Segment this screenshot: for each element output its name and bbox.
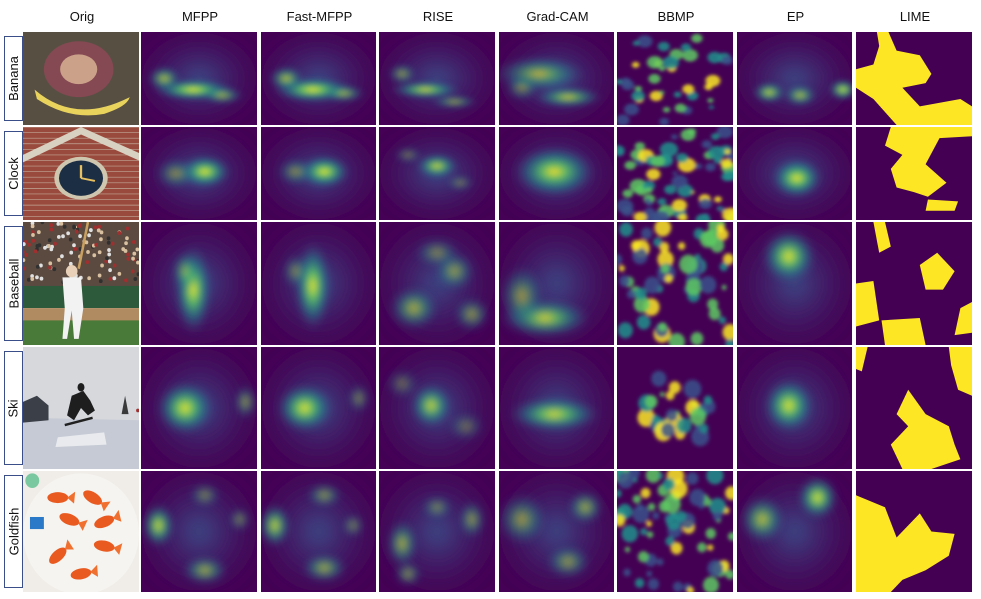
- row-label-ski: Ski: [4, 351, 23, 465]
- saliency-map-mfpp-banana: [141, 32, 257, 125]
- saliency-map-grad-cam-banana: [499, 32, 614, 125]
- original-image-banana: [23, 32, 139, 125]
- ep-heatmap: [737, 127, 852, 220]
- grad-cam-heatmap: [499, 347, 614, 469]
- mfpp-heatmap: [141, 471, 257, 592]
- lime-heatmap: [856, 347, 972, 469]
- column-header-grad-cam: Grad-CAM: [526, 9, 589, 24]
- row-label-clock: Clock: [4, 131, 23, 216]
- banana-photo: [23, 32, 139, 125]
- saliency-map-fast-mfpp-clock: [261, 127, 376, 220]
- lime-heatmap: [856, 471, 972, 592]
- clock-tower-photo: [23, 127, 139, 220]
- saliency-map-ep-clock: [737, 127, 852, 220]
- rise-heatmap: [379, 32, 495, 125]
- column-header-rise: RISE: [422, 9, 454, 24]
- column-header-bbmp: BBMP: [657, 9, 695, 24]
- saliency-map-mfpp-goldfish: [141, 471, 257, 592]
- saliency-map-ep-ski: [737, 347, 852, 469]
- column-header-fast-mfpp: Fast-MFPP: [286, 9, 353, 24]
- saliency-map-fast-mfpp-banana: [261, 32, 376, 125]
- saliency-map-lime-ski: [856, 347, 972, 469]
- column-header-ep: EP: [786, 9, 805, 24]
- fast-mfpp-heatmap: [261, 127, 376, 220]
- row-label-text: Clock: [6, 157, 22, 190]
- ep-heatmap: [737, 471, 852, 592]
- row-label-banana: Banana: [4, 36, 23, 121]
- row-label-baseball: Baseball: [4, 226, 23, 341]
- saliency-map-rise-baseball: [379, 222, 495, 345]
- mfpp-heatmap: [141, 127, 257, 220]
- bbmp-heatmap: [617, 471, 733, 592]
- saliency-map-ep-banana: [737, 32, 852, 125]
- original-image-baseball: [23, 222, 139, 345]
- saliency-map-fast-mfpp-ski: [261, 347, 376, 469]
- fast-mfpp-heatmap: [261, 471, 376, 592]
- saliency-map-bbmp-ski: [617, 347, 733, 469]
- saliency-map-bbmp-clock: [617, 127, 733, 220]
- baseball-batter-photo: [23, 222, 139, 345]
- grad-cam-heatmap: [499, 127, 614, 220]
- column-header-mfpp: MFPP: [181, 9, 219, 24]
- original-image-goldfish: [23, 471, 139, 592]
- saliency-map-mfpp-clock: [141, 127, 257, 220]
- saliency-map-bbmp-baseball: [617, 222, 733, 345]
- saliency-map-ep-goldfish: [737, 471, 852, 592]
- saliency-map-rise-clock: [379, 127, 495, 220]
- bbmp-heatmap: [617, 222, 733, 345]
- bbmp-heatmap: [617, 127, 733, 220]
- rise-heatmap: [379, 222, 495, 345]
- row-label-text: Baseball: [6, 258, 21, 309]
- saliency-map-rise-banana: [379, 32, 495, 125]
- saliency-map-fast-mfpp-goldfish: [261, 471, 376, 592]
- mfpp-heatmap: [141, 347, 257, 469]
- rise-heatmap: [379, 347, 495, 469]
- saliency-map-mfpp-baseball: [141, 222, 257, 345]
- saliency-map-rise-goldfish: [379, 471, 495, 592]
- lime-heatmap: [856, 127, 972, 220]
- saliency-map-ep-baseball: [737, 222, 852, 345]
- original-image-ski: [23, 347, 139, 469]
- rise-heatmap: [379, 127, 495, 220]
- saliency-map-lime-banana: [856, 32, 972, 125]
- row-label-text: Ski: [6, 398, 21, 418]
- saliency-map-grad-cam-clock: [499, 127, 614, 220]
- column-header-orig: Orig: [69, 9, 95, 24]
- row-label-text: Goldfish: [6, 507, 22, 556]
- saliency-map-bbmp-goldfish: [617, 471, 733, 592]
- saliency-map-lime-baseball: [856, 222, 972, 345]
- lime-heatmap: [856, 32, 972, 125]
- saliency-map-grad-cam-ski: [499, 347, 614, 469]
- snowboarder-photo: [23, 347, 139, 469]
- row-label-text: Banana: [6, 56, 22, 101]
- grad-cam-heatmap: [499, 471, 614, 592]
- mfpp-heatmap: [141, 32, 257, 125]
- saliency-map-rise-ski: [379, 347, 495, 469]
- saliency-map-lime-goldfish: [856, 471, 972, 592]
- fast-mfpp-heatmap: [261, 32, 376, 125]
- ep-heatmap: [737, 32, 852, 125]
- saliency-map-grad-cam-goldfish: [499, 471, 614, 592]
- grad-cam-heatmap: [499, 222, 614, 345]
- ep-heatmap: [737, 347, 852, 469]
- row-label-goldfish: Goldfish: [4, 475, 23, 588]
- saliency-map-grad-cam-baseball: [499, 222, 614, 345]
- mfpp-heatmap: [141, 222, 257, 345]
- saliency-map-fast-mfpp-baseball: [261, 222, 376, 345]
- bbmp-heatmap: [617, 32, 733, 125]
- column-header-lime: LIME: [899, 9, 931, 24]
- grad-cam-heatmap: [499, 32, 614, 125]
- fast-mfpp-heatmap: [261, 222, 376, 345]
- rise-heatmap: [379, 471, 495, 592]
- saliency-map-bbmp-banana: [617, 32, 733, 125]
- lime-heatmap: [856, 222, 972, 345]
- goldfish-bowl-photo: [23, 471, 139, 592]
- fast-mfpp-heatmap: [261, 347, 376, 469]
- saliency-map-lime-clock: [856, 127, 972, 220]
- original-image-clock: [23, 127, 139, 220]
- saliency-map-mfpp-ski: [141, 347, 257, 469]
- ep-heatmap: [737, 222, 852, 345]
- bbmp-heatmap: [617, 347, 733, 469]
